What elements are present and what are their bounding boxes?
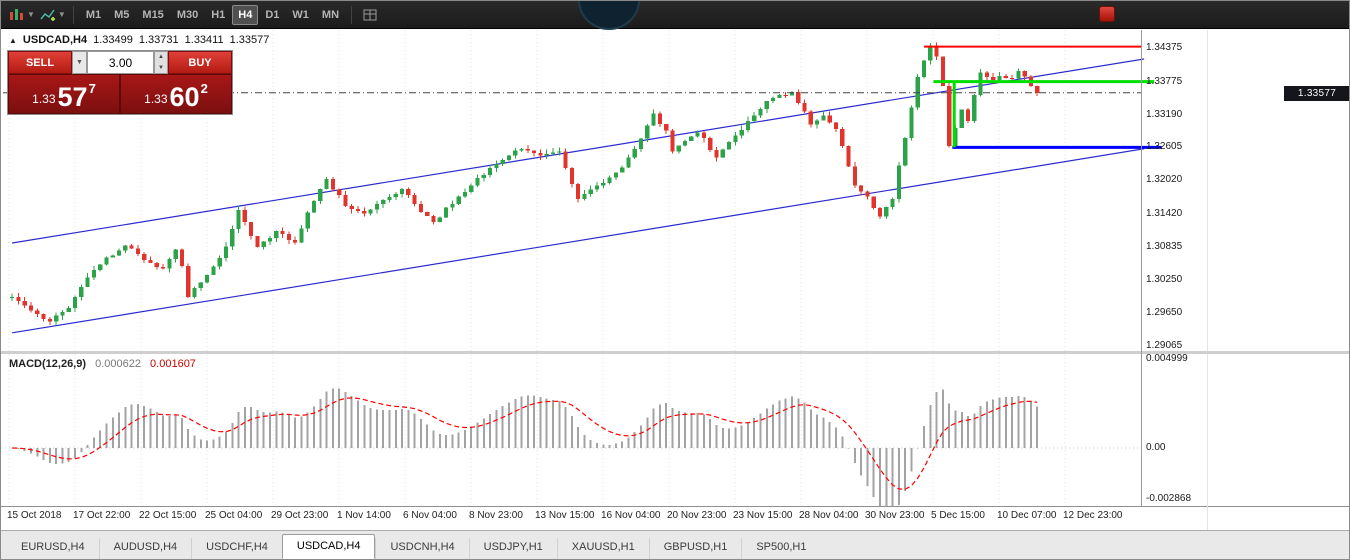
chart-tab-gbpusd-h1[interactable]: GBPUSD,H1: [648, 538, 742, 559]
macd-label: MACD(12,26,9) 0.000622 0.001607: [9, 358, 196, 370]
ohlc-close: 1.33577: [229, 34, 270, 46]
timeframe-button-h1[interactable]: H1: [205, 5, 231, 25]
chevron-down-icon[interactable]: ▼: [57, 10, 66, 19]
timeframe-button-m30[interactable]: M30: [171, 5, 204, 25]
timeframe-button-h4[interactable]: H4: [232, 4, 259, 25]
timeframe-button-group: M1 M5 M15 M30 H1 H4 D1 W1 MN: [80, 4, 345, 25]
top-toolbar: ▼ ▼ M1 M5 M15 M30 H1 H4 D1 W1 MN: [1, 1, 1349, 29]
chart-tabs: EURUSD,H4 AUDUSD,H4 USDCHF,H4 USDCAD,H4 USDC…: [7, 534, 820, 559]
ohlc-high: 1.33731: [138, 34, 179, 46]
chart-tab-bar: EURUSD,H4 AUDUSD,H4 USDCHF,H4 USDCAD,H4 USDC…: [1, 530, 1349, 559]
candles: [10, 42, 1040, 326]
trade-controls-row: SELL ▼ ▲▼ BUY: [8, 51, 232, 74]
chart-tab-eurusd-h4[interactable]: EURUSD,H4: [21, 541, 85, 553]
volume-dropdown-icon[interactable]: ▼: [72, 51, 87, 74]
buy-price-sup: 2: [200, 81, 208, 96]
grid-lines: [8, 354, 1066, 506]
trade-prices-row: 1.33 57 7 1.33 60 2: [8, 74, 232, 114]
buy-price-prefix: 1.33: [144, 92, 168, 106]
templates-icon[interactable]: [358, 5, 382, 25]
timeframe-button-mn[interactable]: MN: [316, 5, 345, 25]
macd-main-value: 0.000622: [95, 358, 141, 370]
ohlc-low: 1.33411: [184, 34, 224, 46]
toolbar-separator: [72, 5, 74, 24]
macd-signal-line: [12, 397, 1038, 490]
window-edge-line: [1207, 30, 1208, 530]
price-axis[interactable]: [1142, 30, 1349, 506]
price-chart[interactable]: [1, 30, 1350, 354]
panel-separator[interactable]: [1, 351, 1349, 354]
timeframe-button-w1[interactable]: W1: [286, 5, 315, 25]
chart-tab-audusd-h4[interactable]: AUDUSD,H4: [98, 538, 192, 559]
sell-price-display[interactable]: 1.33 57 7: [9, 75, 119, 113]
collapse-arrow-icon[interactable]: ▲: [9, 35, 17, 45]
chart-tab-usdcad-h4[interactable]: USDCAD,H4: [281, 534, 376, 559]
horizontal-level-lines[interactable]: [924, 45, 1162, 149]
sell-price-sup: 7: [88, 81, 96, 96]
add-indicator-icon[interactable]: [36, 5, 60, 25]
chart-tab-usdchf-h4[interactable]: USDCHF,H4: [191, 538, 282, 559]
volume-input[interactable]: [87, 51, 154, 74]
timeframe-button-m15[interactable]: M15: [136, 5, 169, 25]
alert-icon[interactable]: [1099, 6, 1115, 22]
sell-price-prefix: 1.33: [32, 92, 56, 106]
buy-button[interactable]: BUY: [168, 51, 232, 74]
symbol-label: USDCAD,H4: [22, 34, 88, 46]
sell-button[interactable]: SELL: [8, 51, 72, 74]
stepper-down-icon[interactable]: ▼: [158, 64, 164, 71]
chart-header: ▲ USDCAD,H4 1.33499 1.33731 1.33411 1.33…: [9, 34, 269, 46]
time-axis[interactable]: [1, 506, 1349, 530]
toolbar-separator: [351, 5, 353, 24]
timeframe-button-m1[interactable]: M1: [80, 5, 107, 25]
macd-name: MACD(12,26,9): [9, 358, 87, 370]
candlestick-chart-icon[interactable]: [5, 5, 29, 25]
sell-price-big: 57: [57, 82, 88, 112]
candlestick-glyph: [10, 8, 23, 20]
timeframe-button-d1[interactable]: D1: [259, 5, 285, 25]
macd-panel[interactable]: [1, 354, 1350, 506]
chart-tab-sp500-h1[interactable]: SP500,H1: [741, 538, 820, 559]
price-axis-border: [1141, 30, 1142, 506]
timeframe-button-m5[interactable]: M5: [108, 5, 135, 25]
templates-glyph: [363, 9, 377, 20]
stepper-up-icon[interactable]: ▲: [158, 54, 164, 61]
buy-price-big: 60: [169, 82, 200, 112]
buy-price-display[interactable]: 1.33 60 2: [121, 75, 231, 113]
current-price-badge: 1.33577: [1284, 86, 1349, 101]
volume-stepper[interactable]: ▲ ▼: [154, 51, 168, 74]
macd-signal-value: 0.001607: [150, 358, 196, 370]
macd-histogram: [17, 388, 1039, 506]
ohlc-open: 1.33499: [93, 34, 133, 46]
chart-tab-xauusd-h1[interactable]: XAUUSD,H1: [556, 538, 649, 559]
chart-tab-usdjpy-h1[interactable]: USDJPY,H1: [468, 538, 557, 559]
chevron-down-icon[interactable]: ▼: [27, 10, 35, 19]
indicator-glyph: [40, 9, 55, 21]
chart-tab-usdcnh-h4[interactable]: USDCNH,H4: [375, 538, 468, 559]
